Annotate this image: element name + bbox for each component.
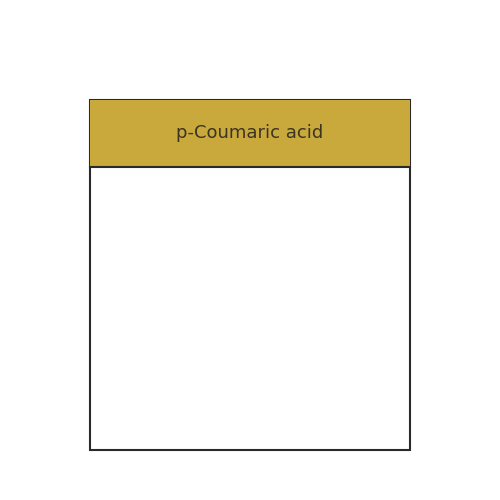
- Text: HO: HO: [270, 286, 288, 296]
- Text: HO: HO: [203, 360, 220, 370]
- Text: p-Coumaric acid: p-Coumaric acid: [176, 124, 324, 142]
- Text: O: O: [330, 247, 339, 257]
